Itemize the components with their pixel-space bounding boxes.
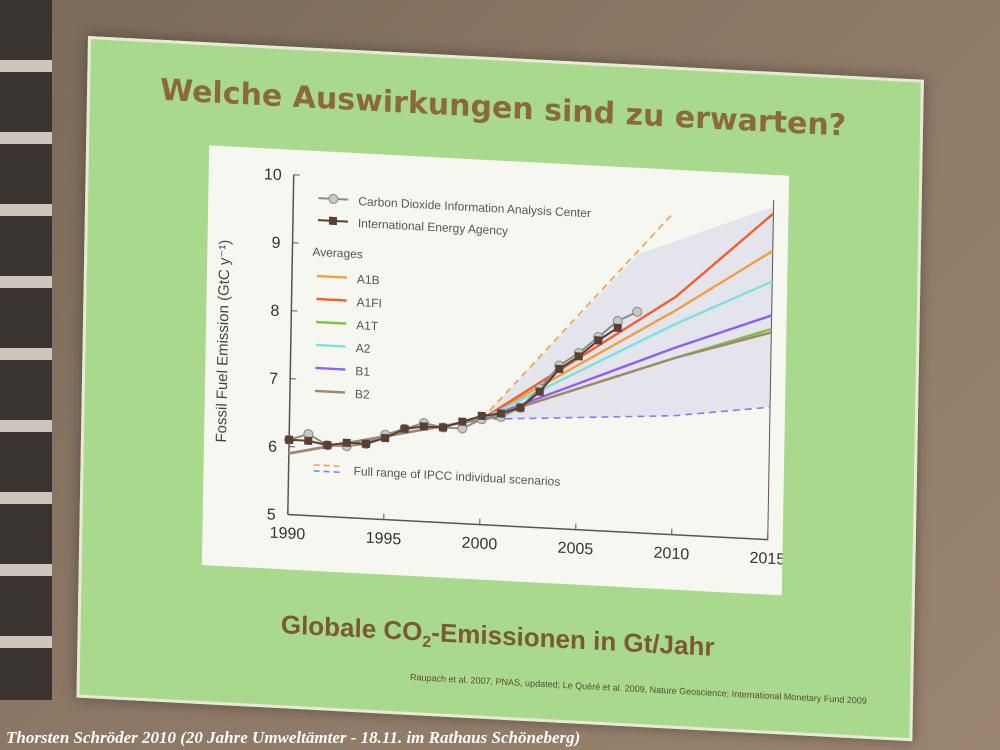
legend-label-iea: International Energy Agency [358,216,508,238]
legend-label-range: Full range of IPCC individual scenarios [353,464,560,489]
x-tick-label-2015: 2015 [749,550,785,569]
x-tick-label-1990: 1990 [270,525,306,544]
window-blinds [0,0,52,700]
y-axis-label: Fossil Fuel Emission (GtC y⁻¹) [213,239,234,443]
x-tick-label-1995: 1995 [366,530,402,549]
iea-point [381,433,390,443]
x-tick-label-2005: 2005 [557,540,593,559]
legend-swatch-range-upper [313,464,342,468]
right-frame-line [767,199,775,540]
ipcc-range-lower-line [481,406,771,421]
slide-title: Welche Auswirkungen sind zu erwarten? [159,72,847,144]
subtitle-suffix: -Emissionen in Gt/Jahr [431,617,715,662]
y-tick-label-5: 5 [267,506,276,523]
iea-point [458,417,467,426]
emissions-chart: 1990 1995 2000 2005 2010 2015 5 6 7 8 9 10 Fossil Fu… [213,166,785,569]
slide-subtitle: Globale CO2-Emissionen in Gt/Jahr [281,609,715,667]
legend-heading: Averages [312,245,363,262]
cdiac-point [632,306,643,317]
iea-point [419,422,428,431]
legend-label-cdiac: Carbon Dioxide Information Analysis Cent… [358,194,591,220]
chart-panel: 1990 1995 2000 2005 2010 2015 5 6 7 8 9 10 Fossil Fu… [201,145,790,596]
legend-label-a2: A2 [356,341,371,356]
subtitle-prefix: Globale CO [280,609,423,647]
legend-swatch-a1t [316,320,347,325]
x-tick-label-2000: 2000 [461,535,497,554]
iea-point [438,423,448,432]
y-axis-line [287,174,295,515]
citation: Raupach et al. 2007, PNAS, updated; Le Q… [409,671,867,706]
legend-swatch-b2 [314,389,345,394]
iea-point [496,409,505,418]
iea-point [594,336,603,345]
legend-label-a1t: A1T [356,318,379,333]
legend-label-a1fi: A1FI [356,295,382,310]
y-tick-label-10: 10 [264,166,282,184]
iea-point [400,424,409,434]
y-tick-label-9: 9 [271,235,280,252]
iea-point [516,403,525,412]
iea-point [361,439,370,449]
iea-point [613,323,622,332]
y-tick-label-7: 7 [269,371,278,388]
legend-marker-iea [328,216,338,226]
legend-swatch-range-lower [313,470,342,474]
iea-point [304,436,313,446]
iea-point [535,387,544,396]
legend-swatch-a1fi [316,297,347,302]
iea-point [285,435,294,444]
iea-point [342,438,351,448]
iea-point [574,352,583,361]
legend-label-a1b: A1B [357,272,380,287]
x-tick-label-2010: 2010 [653,545,689,564]
legend-label-b1: B1 [355,364,370,379]
projected-slide: Welche Auswirkungen sind zu erwarten? 19… [76,36,924,742]
legend-swatch-b1 [315,366,346,371]
legend-marker-cdiac [328,193,339,204]
legend-swatch-a2 [315,343,346,348]
iea-point [555,364,564,374]
x-axis-line [287,513,768,541]
y-tick-label-8: 8 [270,303,279,320]
photo-credit: Thorsten Schröder 2010 (20 Jahre Umweltä… [6,728,581,747]
y-tick-label-6: 6 [268,439,277,456]
iea-point [477,411,486,421]
legend-swatch-a1b [316,274,348,279]
legend-label-b2: B2 [355,387,370,402]
iea-point [323,440,332,450]
